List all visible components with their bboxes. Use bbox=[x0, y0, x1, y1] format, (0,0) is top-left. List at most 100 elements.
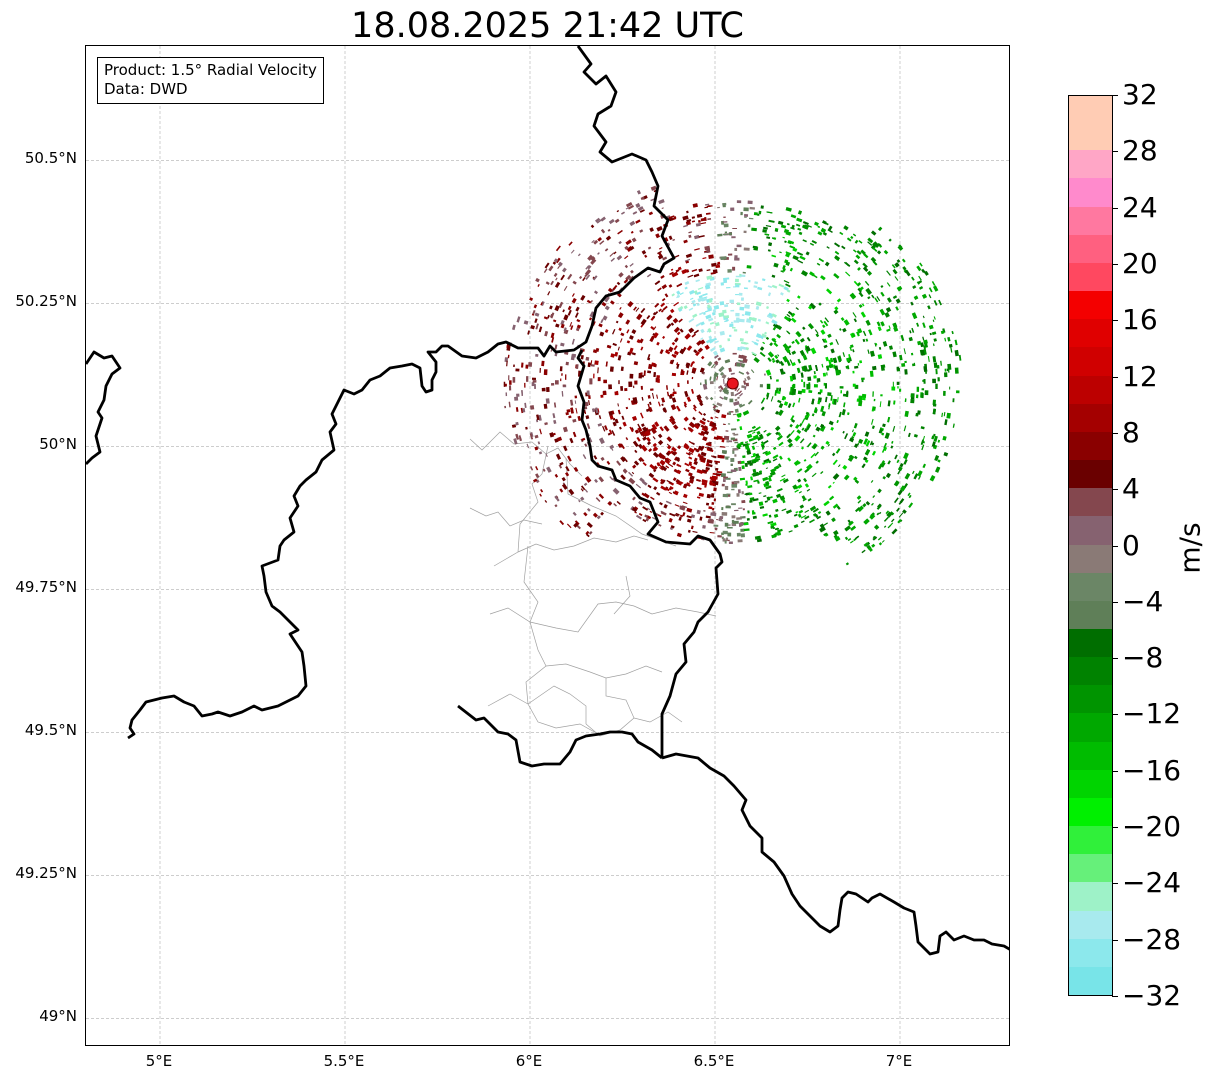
radar-echo bbox=[715, 264, 721, 269]
radar-echo bbox=[870, 479, 874, 483]
radar-echo bbox=[575, 327, 580, 332]
radar-echo bbox=[609, 476, 614, 481]
radar-echo bbox=[732, 450, 735, 454]
district-boundaries bbox=[469, 431, 717, 737]
radar-echo bbox=[793, 459, 800, 466]
radar-echo bbox=[605, 361, 608, 367]
radar-echo bbox=[530, 405, 535, 410]
radar-echo bbox=[920, 342, 925, 348]
radar-echo bbox=[735, 293, 740, 296]
radar-echo bbox=[750, 369, 755, 374]
radar-echo bbox=[688, 289, 695, 295]
radar-echo bbox=[723, 277, 730, 280]
radar-echo bbox=[801, 427, 805, 431]
radar-echo bbox=[649, 510, 653, 513]
radar-echo bbox=[823, 500, 830, 507]
radar-echo bbox=[539, 493, 542, 497]
radar-echo bbox=[787, 438, 793, 444]
radar-echo bbox=[804, 348, 809, 354]
radar-echo bbox=[783, 286, 789, 291]
radar-echo bbox=[647, 246, 652, 250]
radar-echo bbox=[686, 218, 692, 223]
radar-echo bbox=[781, 508, 787, 512]
radar-echo bbox=[653, 372, 657, 378]
radar-echo bbox=[688, 451, 694, 455]
radar-echo bbox=[800, 520, 805, 524]
radar-echo bbox=[924, 342, 929, 348]
radar-echo bbox=[750, 476, 753, 481]
radar-echo bbox=[668, 235, 673, 241]
radar-echo bbox=[620, 456, 626, 463]
radar-echo bbox=[879, 461, 886, 468]
product-label: Product: 1.5° Radial Velocity bbox=[104, 61, 317, 79]
radar-echo bbox=[709, 531, 715, 534]
radar-echo bbox=[696, 509, 701, 515]
radar-echo bbox=[640, 385, 643, 390]
radar-echo bbox=[933, 338, 937, 342]
radar-echo bbox=[617, 292, 622, 298]
radar-echo bbox=[889, 522, 894, 527]
radar-echo bbox=[723, 216, 726, 218]
radar-echo bbox=[896, 286, 902, 292]
radar-echo bbox=[927, 305, 931, 310]
radar-echo bbox=[893, 326, 899, 332]
radar-echo bbox=[767, 357, 772, 362]
radar-echo bbox=[735, 284, 740, 288]
radar-echo bbox=[896, 459, 900, 464]
radar-echo bbox=[830, 426, 834, 431]
radar-echo bbox=[670, 525, 675, 529]
radar-echo bbox=[763, 495, 767, 498]
radar-echo bbox=[702, 296, 708, 299]
radar-echo bbox=[811, 413, 815, 417]
radar-echo bbox=[903, 483, 908, 488]
radar-echo bbox=[849, 346, 853, 352]
radar-echo bbox=[871, 502, 874, 506]
radar-echo bbox=[565, 472, 570, 477]
colorbar-segment bbox=[1069, 121, 1112, 151]
radar-echo bbox=[657, 378, 660, 383]
radar-echo bbox=[801, 270, 809, 277]
radar-echo bbox=[673, 490, 679, 496]
radar-echo bbox=[666, 323, 672, 329]
radar-echo bbox=[877, 354, 883, 360]
radar-echo bbox=[956, 390, 960, 394]
radar-echo bbox=[757, 286, 763, 291]
radar-echo bbox=[786, 348, 791, 353]
radar-echo bbox=[788, 530, 793, 533]
radar-echo bbox=[576, 525, 581, 530]
radar-echo bbox=[708, 463, 713, 468]
colorbar-segment bbox=[1069, 290, 1112, 320]
radar-echo bbox=[676, 463, 680, 467]
radar-echo bbox=[933, 299, 938, 306]
radar-echo bbox=[653, 486, 658, 491]
radar-echo bbox=[632, 211, 638, 215]
radar-echo bbox=[829, 495, 835, 501]
radar-echo bbox=[903, 425, 907, 432]
radar-echo bbox=[688, 427, 694, 433]
radar-echo bbox=[732, 352, 737, 355]
radar-echo bbox=[590, 258, 597, 265]
radar-echo bbox=[726, 286, 731, 289]
radar-echo bbox=[702, 293, 708, 297]
radar-echo bbox=[515, 407, 519, 412]
radar-echo bbox=[805, 345, 811, 352]
radar-echo bbox=[867, 241, 873, 246]
radar-echo bbox=[676, 532, 682, 538]
radar-echo bbox=[808, 364, 813, 371]
radar-echo bbox=[827, 484, 832, 489]
radar-echo bbox=[698, 235, 705, 238]
radar-echo bbox=[740, 342, 747, 345]
radar-echo bbox=[889, 511, 895, 516]
radar-echo bbox=[718, 389, 723, 393]
radar-echo bbox=[694, 423, 700, 430]
radar-echo bbox=[834, 535, 841, 542]
radar-echo bbox=[931, 331, 937, 336]
radar-echo bbox=[785, 283, 791, 288]
radar-echo bbox=[704, 379, 707, 386]
radar-echo bbox=[688, 234, 692, 239]
radar-echo bbox=[730, 469, 737, 472]
radar-echo bbox=[822, 372, 827, 377]
radar-echo bbox=[508, 401, 511, 408]
radar-echo bbox=[675, 337, 679, 341]
radar-echo bbox=[600, 394, 604, 398]
